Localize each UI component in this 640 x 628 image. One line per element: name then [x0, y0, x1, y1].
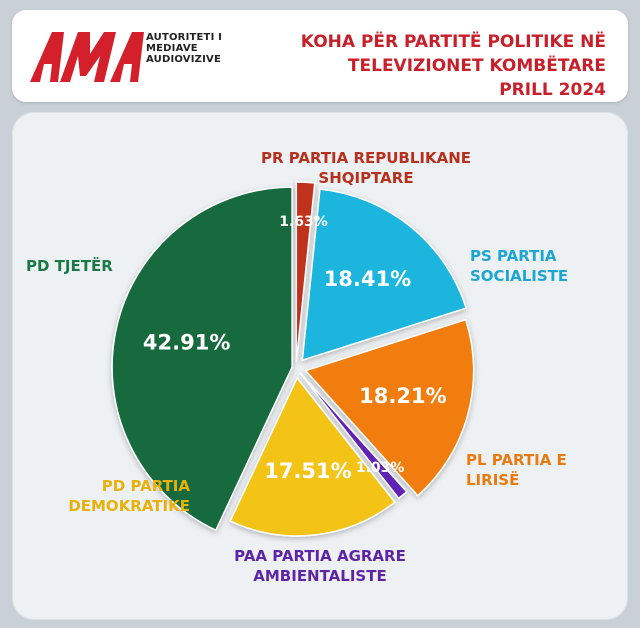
slice-label-line: PR PARTIA REPUBLIKANE: [260, 149, 472, 167]
logo-text: AUTORITETI I MEDIAVE AUDIOVIZIVE: [146, 32, 222, 65]
chart-title: KOHA PËR PARTITË POLITIKE NË TELEVIZIONE…: [301, 30, 606, 102]
logo-line: AUTORITETI I: [146, 32, 223, 43]
pie-slice: [304, 318, 475, 497]
pie-slice: [299, 372, 408, 500]
title-line: TELEVIZIONET KOMBËTARE: [347, 56, 606, 76]
slice-value-label: 17.51%: [264, 459, 351, 483]
slice-label-line: PL PARTIA E: [466, 451, 567, 469]
slice-label-line: LIRISË: [466, 471, 520, 489]
logo-line: MEDIAVE: [146, 43, 198, 54]
slice-label-line: PAA PARTIA AGRARE: [234, 547, 406, 565]
slice-value-label: 42.91%: [143, 331, 230, 355]
slice-value-label: 18.21%: [359, 384, 446, 408]
header-card: AUTORITETI I MEDIAVE AUDIOVIZIVE KOHA PË…: [12, 10, 628, 102]
pie-slice: [229, 376, 396, 537]
pie-slice: [295, 181, 316, 363]
slice-value-label: 1.03%: [356, 460, 405, 476]
title-line: KOHA PËR PARTITË POLITIKE NË: [300, 32, 606, 52]
slice-label-pd: PD PARTIA DEMOKRATIKE: [40, 476, 190, 516]
slice-label-line: PS PARTIA: [470, 247, 557, 265]
slice-label-line: AMBIENTALISTE: [253, 567, 387, 585]
slice-label-line: SHQIPTARE: [318, 169, 414, 187]
slice-label-line: DEMOKRATIKE: [68, 497, 190, 515]
pie-slice: [301, 188, 468, 362]
slice-label-pd-tjeter: PD TJETËR: [26, 256, 113, 276]
slice-value-label: 18.41%: [324, 267, 411, 291]
pie-slice: [111, 186, 293, 532]
slice-label-line: PD TJETËR: [26, 257, 113, 275]
slice-label-line: SOCIALISTE: [470, 267, 569, 285]
slice-label-pr: PR PARTIA REPUBLIKANE SHQIPTARE: [236, 148, 496, 188]
slice-value-label: 1.63%: [279, 214, 328, 230]
logo-line: AUDIOVIZIVE: [146, 54, 222, 65]
slice-label-pl: PL PARTIA E LIRISË: [466, 450, 567, 490]
slice-label-paa: PAA PARTIA AGRARE AMBIENTALISTE: [170, 546, 470, 586]
slice-label-line: PD PARTIA: [101, 477, 190, 495]
title-line: PRILL 2024: [499, 80, 606, 100]
slice-label-ps: PS PARTIA SOCIALISTE: [470, 246, 568, 286]
ama-logo: [30, 32, 144, 82]
